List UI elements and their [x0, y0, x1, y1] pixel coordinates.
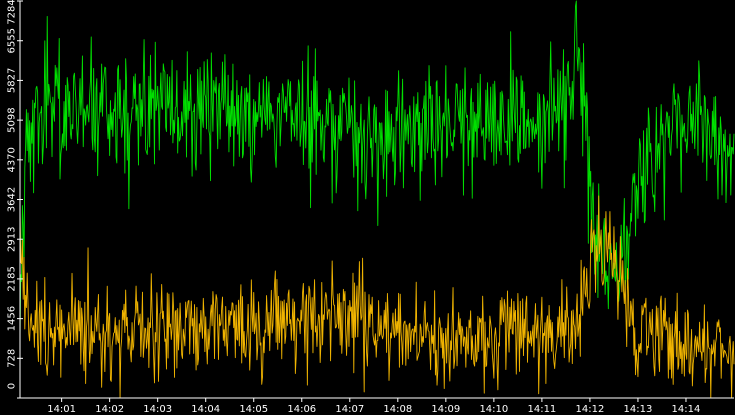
x-tick-label: 14:03: [143, 404, 172, 415]
x-tick-label: 14:07: [335, 404, 364, 415]
y-tick-label: 728: [7, 349, 18, 368]
x-tick-label: 14:01: [47, 404, 76, 415]
y-tick-label: 6555: [7, 28, 18, 53]
x-tick-label: 14:05: [239, 404, 268, 415]
y-tick-label: 7284: [7, 0, 18, 25]
x-axis-ticks: 14:01 14:02 14:03 14:04 14:05 14:06 14:07 14:08…: [47, 398, 700, 415]
x-tick-label: 14:09: [431, 404, 460, 415]
series-line-1: [19, 0, 735, 339]
y-tick-label: 3642: [7, 187, 18, 212]
x-tick-label: 14:12: [576, 404, 605, 415]
x-tick-label: 14:10: [479, 404, 508, 415]
y-tick-label: 0: [7, 383, 18, 389]
x-tick-label: 14:11: [527, 404, 556, 415]
y-tick-label: 1456: [7, 306, 18, 331]
x-tick-label: 14:02: [95, 404, 124, 415]
x-tick-label: 14:08: [383, 404, 412, 415]
x-tick-label: 14:06: [287, 404, 316, 415]
y-tick-label: 4370: [7, 147, 18, 172]
series-layer: [19, 0, 735, 399]
x-tick-label: 14:13: [624, 404, 653, 415]
x-tick-label: 14:14: [672, 404, 701, 415]
y-tick-label: 5098: [7, 107, 18, 132]
y-tick-label: 2913: [7, 227, 18, 252]
x-tick-label: 14:04: [191, 404, 220, 415]
y-tick-label: 2185: [7, 266, 18, 291]
y-tick-label: 5827: [7, 68, 18, 93]
y-axis-ticks: 0 728 1456 2185 2913 3642 4370 5098 5827 6555 7284: [7, 0, 23, 399]
series-line-2: [19, 195, 735, 399]
